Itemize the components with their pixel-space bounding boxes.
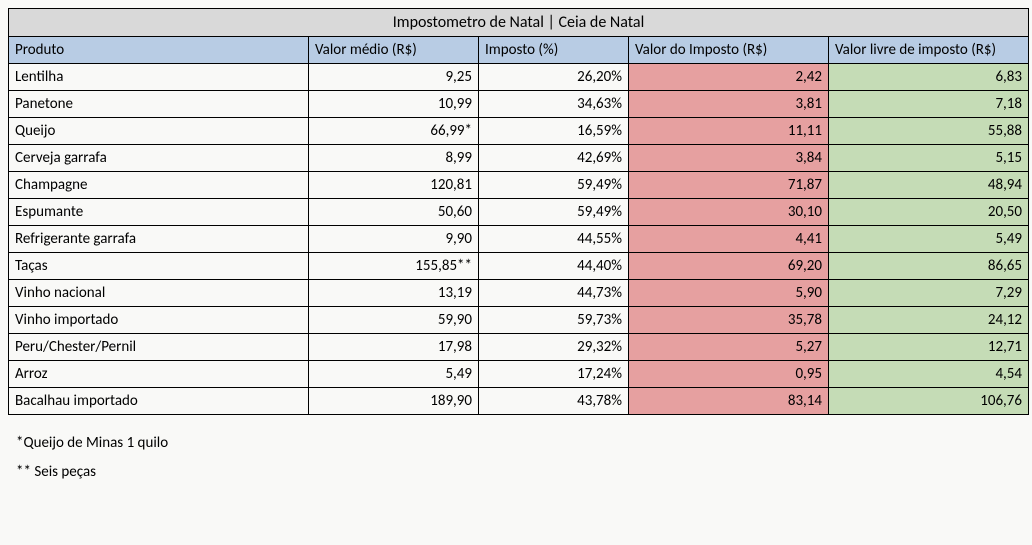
- table-row: Vinho importado59,9059,73%35,7824,12: [9, 307, 1029, 334]
- cell-valor-livre: 7,18: [829, 91, 1029, 118]
- cell-valor-imposto: 3,81: [629, 91, 829, 118]
- table-row: Cerveja garrafa8,9942,69%3,845,15: [9, 145, 1029, 172]
- cell-valor-livre: 12,71: [829, 334, 1029, 361]
- col-header-valor-medio: Valor médio (R$): [309, 37, 479, 64]
- cell-valor-medio: 50,60: [309, 199, 479, 226]
- cell-valor-livre: 55,88: [829, 118, 1029, 145]
- cell-imposto-pct: 17,24%: [479, 361, 629, 388]
- table-header-row: Produto Valor médio (R$) Imposto (%) Val…: [9, 37, 1029, 64]
- cell-produto: Arroz: [9, 361, 309, 388]
- cell-valor-medio: 120,81: [309, 172, 479, 199]
- cell-valor-livre: 7,29: [829, 280, 1029, 307]
- cell-produto: Vinho importado: [9, 307, 309, 334]
- footnote-1: *Queijo de Minas 1 quilo: [16, 429, 1024, 458]
- cell-imposto-pct: 42,69%: [479, 145, 629, 172]
- col-header-imposto-pct: Imposto (%): [479, 37, 629, 64]
- cell-valor-livre: 24,12: [829, 307, 1029, 334]
- table-row: Queijo66,99*16,59%11,1155,88: [9, 118, 1029, 145]
- cell-valor-imposto: 4,41: [629, 226, 829, 253]
- cell-valor-imposto: 11,11: [629, 118, 829, 145]
- table-row: Champagne120,8159,49%71,8748,94: [9, 172, 1029, 199]
- table-row: Arroz5,4917,24%0,954,54: [9, 361, 1029, 388]
- cell-valor-imposto: 2,42: [629, 64, 829, 91]
- cell-valor-livre: 48,94: [829, 172, 1029, 199]
- cell-valor-livre: 20,50: [829, 199, 1029, 226]
- cell-valor-imposto: 71,87: [629, 172, 829, 199]
- footnotes: *Queijo de Minas 1 quilo ** Seis peças: [8, 429, 1024, 486]
- table-row: Peru/Chester/Pernil17,9829,32%5,2712,71: [9, 334, 1029, 361]
- cell-produto: Refrigerante garrafa: [9, 226, 309, 253]
- cell-valor-livre: 106,76: [829, 388, 1029, 415]
- cell-produto: Bacalhau importado: [9, 388, 309, 415]
- col-header-valor-livre: Valor livre de imposto (R$): [829, 37, 1029, 64]
- table-title-row: Impostometro de Natal | Ceia de Natal: [9, 9, 1029, 37]
- cell-valor-medio: 8,99: [309, 145, 479, 172]
- cell-imposto-pct: 26,20%: [479, 64, 629, 91]
- cell-valor-medio: 17,98: [309, 334, 479, 361]
- cell-imposto-pct: 29,32%: [479, 334, 629, 361]
- cell-produto: Vinho nacional: [9, 280, 309, 307]
- cell-produto: Taças: [9, 253, 309, 280]
- cell-valor-imposto: 5,27: [629, 334, 829, 361]
- cell-produto: Champagne: [9, 172, 309, 199]
- cell-produto: Queijo: [9, 118, 309, 145]
- cell-imposto-pct: 44,73%: [479, 280, 629, 307]
- table-row: Refrigerante garrafa9,9044,55%4,415,49: [9, 226, 1029, 253]
- table-row: Taças155,85**44,40%69,2086,65: [9, 253, 1029, 280]
- cell-valor-medio: 189,90: [309, 388, 479, 415]
- cell-imposto-pct: 44,55%: [479, 226, 629, 253]
- cell-valor-medio: 155,85**: [309, 253, 479, 280]
- cell-valor-livre: 4,54: [829, 361, 1029, 388]
- footnote-2: ** Seis peças: [16, 458, 1024, 487]
- table-row: Espumante50,6059,49%30,1020,50: [9, 199, 1029, 226]
- cell-valor-livre: 86,65: [829, 253, 1029, 280]
- cell-valor-imposto: 83,14: [629, 388, 829, 415]
- cell-valor-medio: 66,99*: [309, 118, 479, 145]
- cell-valor-medio: 10,99: [309, 91, 479, 118]
- table-row: Vinho nacional13,1944,73%5,907,29: [9, 280, 1029, 307]
- cell-imposto-pct: 44,40%: [479, 253, 629, 280]
- cell-valor-imposto: 30,10: [629, 199, 829, 226]
- cell-valor-imposto: 0,95: [629, 361, 829, 388]
- cell-valor-livre: 5,49: [829, 226, 1029, 253]
- table-row: Bacalhau importado189,9043,78%83,14106,7…: [9, 388, 1029, 415]
- col-header-valor-imposto: Valor do Imposto (R$): [629, 37, 829, 64]
- cell-valor-medio: 13,19: [309, 280, 479, 307]
- table-title: Impostometro de Natal | Ceia de Natal: [9, 9, 1029, 37]
- cell-produto: Cerveja garrafa: [9, 145, 309, 172]
- cell-valor-imposto: 5,90: [629, 280, 829, 307]
- cell-valor-livre: 6,83: [829, 64, 1029, 91]
- cell-valor-imposto: 35,78: [629, 307, 829, 334]
- cell-valor-medio: 9,90: [309, 226, 479, 253]
- cell-valor-imposto: 69,20: [629, 253, 829, 280]
- cell-imposto-pct: 16,59%: [479, 118, 629, 145]
- col-header-produto: Produto: [9, 37, 309, 64]
- table-row: Lentilha9,2526,20%2,426,83: [9, 64, 1029, 91]
- cell-produto: Lentilha: [9, 64, 309, 91]
- cell-valor-medio: 59,90: [309, 307, 479, 334]
- cell-valor-imposto: 3,84: [629, 145, 829, 172]
- cell-produto: Panetone: [9, 91, 309, 118]
- cell-imposto-pct: 59,49%: [479, 172, 629, 199]
- cell-imposto-pct: 43,78%: [479, 388, 629, 415]
- cell-valor-medio: 9,25: [309, 64, 479, 91]
- table-row: Panetone10,9934,63%3,817,18: [9, 91, 1029, 118]
- cell-imposto-pct: 34,63%: [479, 91, 629, 118]
- cell-imposto-pct: 59,49%: [479, 199, 629, 226]
- cell-valor-livre: 5,15: [829, 145, 1029, 172]
- cell-imposto-pct: 59,73%: [479, 307, 629, 334]
- tax-table: Impostometro de Natal | Ceia de Natal Pr…: [8, 8, 1029, 415]
- cell-valor-medio: 5,49: [309, 361, 479, 388]
- cell-produto: Peru/Chester/Pernil: [9, 334, 309, 361]
- cell-produto: Espumante: [9, 199, 309, 226]
